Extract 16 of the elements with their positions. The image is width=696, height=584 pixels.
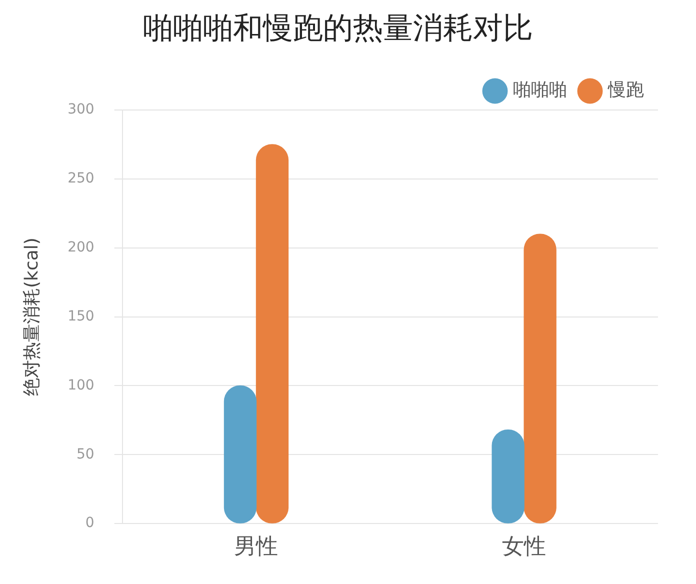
legend-label: 慢跑 bbox=[607, 80, 644, 101]
bar bbox=[256, 144, 289, 524]
y-tick-label: 150 bbox=[68, 308, 94, 324]
y-tick-label: 0 bbox=[85, 515, 94, 532]
y-tick-label: 50 bbox=[76, 446, 94, 462]
y-tick-label: 300 bbox=[68, 102, 94, 118]
bar bbox=[224, 385, 257, 524]
chart-title: 啪啪啪和慢跑的热量消耗对比 bbox=[143, 10, 533, 46]
x-tick-label: 女性 bbox=[502, 534, 546, 560]
y-tick-label: 200 bbox=[68, 240, 94, 256]
x-tick-label: 男性 bbox=[234, 534, 278, 560]
bar bbox=[524, 234, 556, 524]
y-tick-label: 100 bbox=[68, 377, 94, 394]
y-tick-label: 250 bbox=[68, 170, 94, 187]
y-axis-title: 绝对热量消耗(kcal) bbox=[21, 238, 42, 396]
legend-label: 啪啪啪 bbox=[513, 80, 567, 101]
